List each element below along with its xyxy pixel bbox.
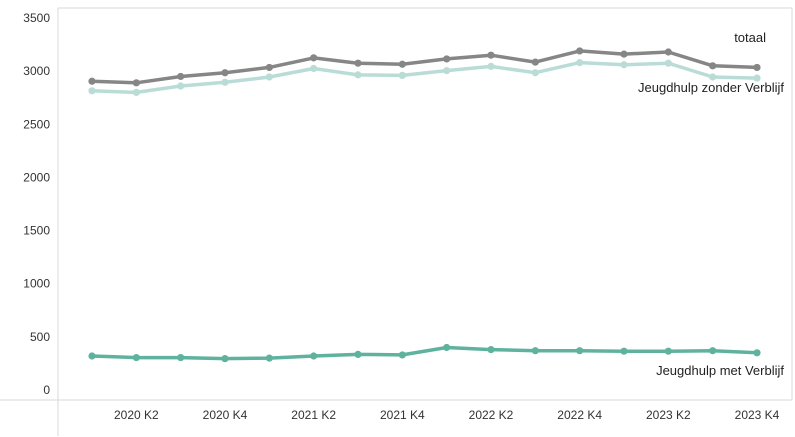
y-tick-label-3500: 3500 [23,11,50,25]
y-tick-label-500: 500 [30,330,50,344]
data-point-2-4 [265,354,273,362]
x-axis-ticks: 2020 K2 2020 K4 2021 K2 2021 K4 2022 K2 2022 … [114,408,780,422]
data-point-0-0 [88,77,96,85]
series-label-zonder-verblijf: Jeugdhulp zonder Verblijf [638,80,784,95]
data-point-1-10 [531,69,539,77]
data-point-2-9 [487,346,495,354]
data-point-1-8 [443,67,451,75]
data-point-1-7 [398,71,406,79]
data-point-2-7 [398,351,406,359]
data-point-1-11 [576,59,584,67]
data-point-2-2 [177,353,185,362]
series-jeugdhulp-met-verblijf [88,343,761,363]
x-tick-label-2022-k2: 2022 K2 [469,408,514,422]
data-point-2-11 [576,347,584,355]
y-tick-label-0: 0 [43,383,50,397]
y-tick-label-1000: 1000 [23,277,50,291]
data-point-1-13 [664,59,672,67]
x-tick-label-2023-k4: 2023 K4 [735,408,780,422]
data-point-0-9 [487,51,495,59]
data-point-1-12 [620,61,628,69]
data-point-2-14 [709,347,717,355]
series-line-0 [90,49,759,85]
data-point-0-15 [753,63,761,72]
data-point-0-7 [398,60,406,68]
chart-frame [0,7,793,436]
x-tick-label-2020-k2: 2020 K2 [114,408,159,422]
data-point-2-8 [443,343,451,352]
data-point-0-13 [664,48,672,56]
data-point-2-0 [88,352,96,360]
data-point-0-6 [354,59,362,67]
series-layer [88,47,761,363]
data-point-0-8 [443,55,451,63]
data-point-2-3 [221,355,229,363]
data-point-2-13 [664,347,672,355]
data-point-1-3 [221,78,229,86]
series-totaal [88,47,761,87]
x-tick-label-2021-k4: 2021 K4 [380,408,425,422]
x-tick-label-2020-k4: 2020 K4 [203,408,248,422]
data-point-1-1 [132,88,140,96]
series-label-totaal: totaal [734,30,766,45]
data-point-2-10 [531,347,539,355]
data-point-0-10 [531,58,539,66]
y-tick-label-2000: 2000 [23,170,50,184]
series-jeugdhulp-zonder-verblijf [88,59,761,96]
data-point-1-4 [265,73,273,81]
series-labels: totaal Jeugdhulp zonder Verblijf Jeugdhu… [638,30,784,378]
y-tick-label-1500: 1500 [23,224,50,238]
data-point-2-5 [310,352,318,360]
data-point-1-5 [310,64,318,73]
data-point-2-12 [620,347,628,355]
x-tick-label-2021-k2: 2021 K2 [291,408,336,422]
data-point-0-1 [132,79,140,87]
data-point-2-6 [354,350,362,358]
data-point-2-15 [753,349,761,357]
data-point-1-14 [709,73,717,81]
data-point-0-12 [620,50,628,58]
data-point-0-4 [265,63,273,72]
data-point-0-3 [221,69,229,77]
data-point-0-5 [310,54,318,62]
y-tick-label-2500: 2500 [23,117,50,131]
y-axis-ticks: 0 500 1000 1500 2000 2500 3000 3500 [23,11,50,397]
series-line-1 [90,60,759,95]
data-point-0-14 [709,62,717,70]
series-label-met-verblijf: Jeugdhulp met Verblijf [656,363,784,378]
data-point-0-11 [576,47,584,55]
data-point-1-2 [177,82,185,90]
data-point-1-15 [753,74,761,82]
series-line-2 [90,345,759,361]
data-point-2-1 [132,353,140,362]
data-point-1-9 [487,62,495,70]
x-tick-label-2022-k4: 2022 K4 [557,408,602,422]
data-point-0-2 [177,72,185,81]
data-point-1-6 [354,71,362,79]
y-tick-label-3000: 3000 [23,64,50,78]
x-tick-label-2023-k2: 2023 K2 [646,408,691,422]
data-point-1-0 [88,87,96,95]
